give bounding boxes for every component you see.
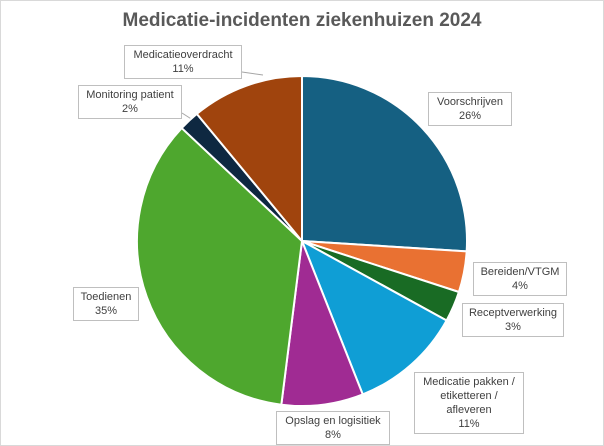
callout-value: 11% [172,63,194,75]
callout-label-line-3: afleveren [446,404,492,416]
callout-monitoring-patient: Monitoring patient 2% [78,85,182,119]
callout-label: Toedienen [80,291,132,303]
callout-label: Medicatieoverdracht [133,49,233,61]
callout-label: Receptverwerking [468,307,558,319]
pie-slice-medicatie-pakken-etiketteren-afleveren [301,240,448,396]
callout-value: 3% [505,321,521,333]
callout-toedienen: Toedienen 35% [73,287,139,321]
callout-opslag-logistiek: Opslag en logisitiek 8% [276,411,390,445]
callout-label: Opslag en logisitiek [285,415,381,427]
callout-label: Bereiden/VTGM [480,266,560,278]
callout-value: 8% [325,429,341,441]
callout-voorschrijven: Voorschrijven 26% [428,92,512,126]
callout-receptverwerking: Receptverwerking 3% [462,303,564,337]
callout-medicatieoverdracht: Medicatieoverdracht 11% [124,45,242,79]
callout-value: 26% [458,110,482,122]
callout-label: Monitoring patient [86,89,174,101]
pie-slices [136,75,468,407]
callout-bereiden-vtgm: Bereiden/VTGM 4% [473,262,567,296]
callout-value: 35% [94,305,118,317]
callout-medicatie-pakken: Medicatie pakken / etiketteren / aflever… [414,372,524,434]
callout-label: Voorschrijven [436,96,504,108]
callout-value: 4% [512,280,528,292]
leader-line [241,71,264,76]
pie-slice-medicatieoverdracht [195,75,303,242]
pie-slice-toedienen [136,127,303,406]
callout-label-line-2: etiketteren / [440,390,498,402]
callout-label-line-1: Medicatie pakken / [423,376,515,388]
callout-value: 11% [458,418,480,430]
chart-title: Medicatie-incidenten ziekenhuizen 2024 [122,10,482,31]
pie-slice-voorschrijven [301,75,468,253]
callout-value: 2% [122,103,138,115]
